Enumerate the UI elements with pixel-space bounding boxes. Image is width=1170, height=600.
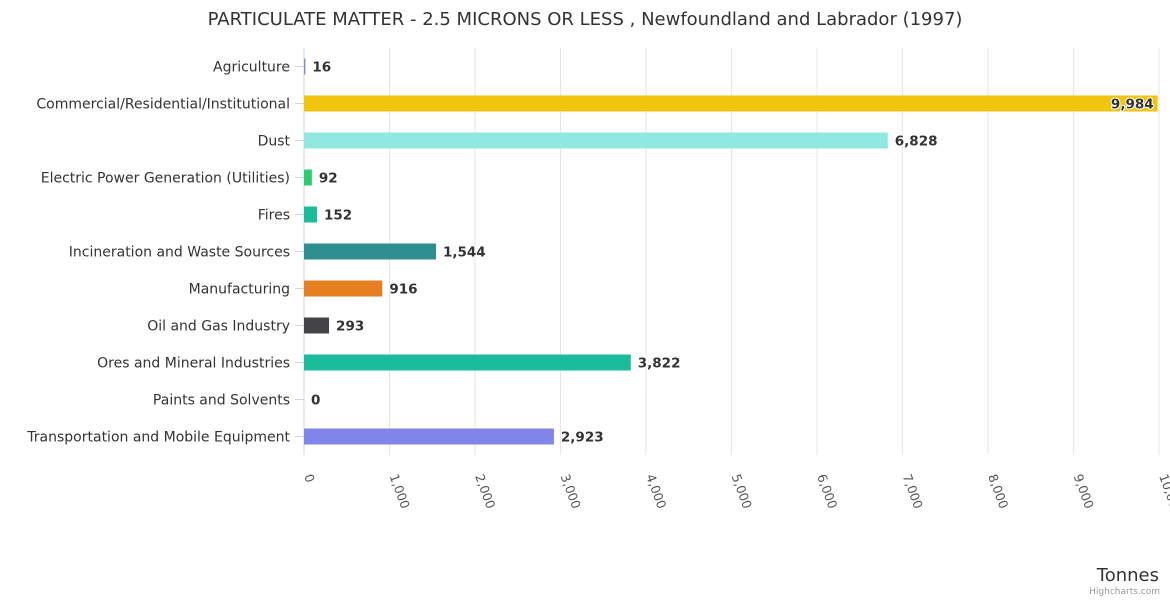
tick-label: 5,000: [729, 472, 755, 511]
category-label: Agriculture: [213, 60, 290, 76]
tick-label: 1,000: [387, 472, 413, 511]
tick-label: 9,000: [1071, 472, 1097, 511]
bar[interactable]: [304, 243, 437, 260]
category-labels: Agriculture Commercial/Residential/Instit…: [26, 60, 290, 446]
data-labels: 16 9,984 6,828 92 152 1,544 916 293 3,822 0 2,923: [310, 59, 1155, 447]
tick-labels: 0 1,000 2,000 3,000 4,000 5,000 6,000 7,000 8,00…: [301, 472, 1170, 518]
tick-label: 6,000: [814, 472, 840, 511]
tick-label: 7,000: [900, 472, 926, 511]
tick-label: 4,000: [643, 472, 669, 511]
data-label: 293: [336, 319, 364, 335]
bar[interactable]: [304, 132, 888, 149]
bar[interactable]: [304, 354, 631, 371]
bar[interactable]: [304, 317, 330, 334]
gridlines: [295, 48, 1160, 455]
tick-label: 10,000: [1156, 472, 1170, 518]
bar[interactable]: [304, 206, 317, 223]
value-axis-title: Tonnes: [1096, 565, 1159, 586]
tick-label: 2,000: [472, 472, 498, 511]
category-label: Manufacturing: [189, 282, 290, 298]
data-label: 152: [324, 208, 352, 224]
category-label: Incineration and Waste Sources: [69, 245, 290, 261]
tick-label: 8,000: [985, 472, 1011, 511]
category-label: Paints and Solvents: [153, 393, 290, 409]
category-label: Fires: [258, 208, 290, 224]
data-label: 2,923: [561, 430, 604, 446]
category-label: Dust: [258, 134, 291, 150]
tick-label: 3,000: [558, 472, 584, 511]
tick-label: 0: [301, 472, 318, 485]
bar[interactable]: [304, 428, 554, 445]
data-label: 3,822: [638, 356, 681, 372]
data-label: 92: [319, 171, 338, 187]
category-label: Ores and Mineral Industries: [97, 356, 290, 372]
bar[interactable]: [304, 95, 1158, 112]
data-label: 9,984: [1111, 97, 1154, 113]
data-label: 6,828: [895, 134, 938, 150]
bar[interactable]: [304, 280, 383, 297]
credits[interactable]: Highcharts.com: [1089, 587, 1160, 597]
bar[interactable]: [304, 58, 306, 75]
category-label: Commercial/Residential/Institutional: [36, 97, 290, 113]
bars: [304, 58, 1158, 445]
data-label: 0: [311, 393, 320, 409]
data-label: 1,544: [443, 245, 486, 261]
category-label: Electric Power Generation (Utilities): [41, 171, 290, 187]
category-label: Transportation and Mobile Equipment: [26, 430, 290, 446]
data-label: 16: [312, 60, 331, 76]
bar[interactable]: [304, 169, 312, 186]
chart-title: PARTICULATE MATTER - 2.5 MICRONS OR LESS…: [208, 9, 963, 30]
data-label: 916: [389, 282, 417, 298]
category-label: Oil and Gas Industry: [147, 319, 290, 335]
